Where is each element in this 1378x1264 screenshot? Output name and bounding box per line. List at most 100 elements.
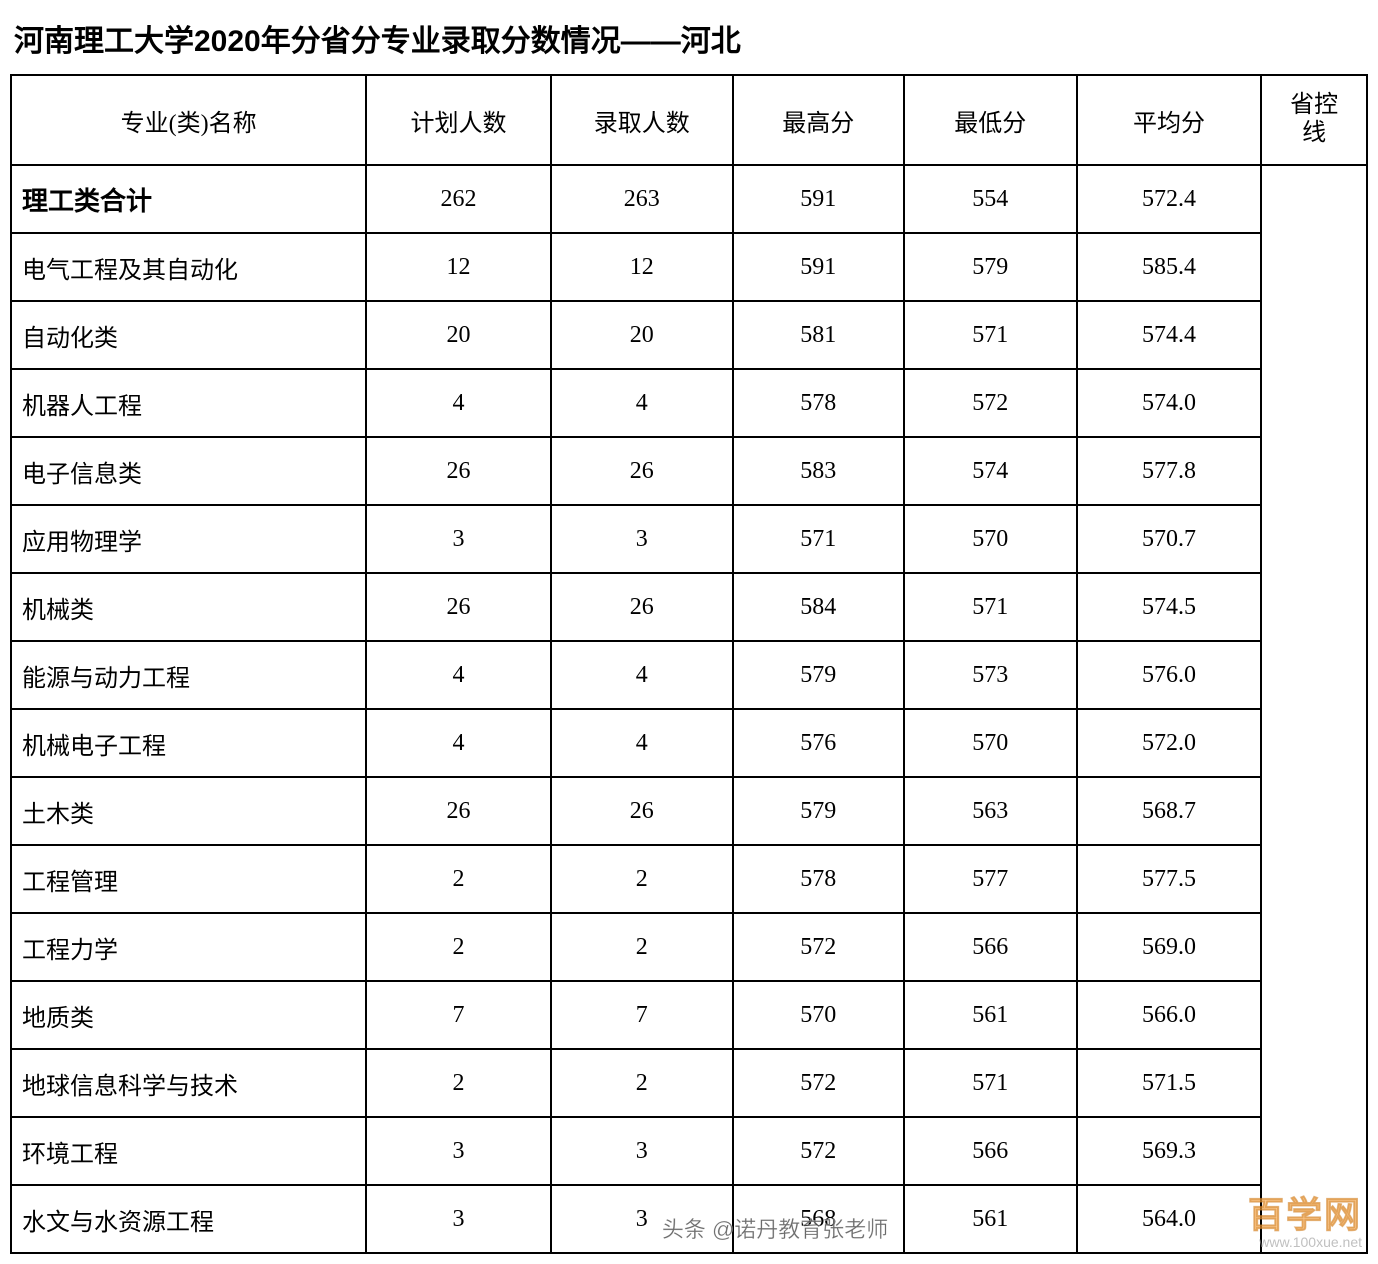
cell-avg: 569.3 [1077,1117,1261,1185]
cell-avg: 577.5 [1077,845,1261,913]
cell-max: 579 [733,641,904,709]
cell-admit: 4 [551,709,733,777]
cell-max: 572 [733,1049,904,1117]
score-table: 专业(类)名称 计划人数 录取人数 最高分 最低分 平均分 省控线 理工类合计 … [10,74,1368,1254]
cell-admit: 26 [551,573,733,641]
cell-plan: 3 [366,505,550,573]
cell-name: 工程管理 [11,845,366,913]
cell-admit: 20 [551,301,733,369]
cell-min: 570 [904,709,1077,777]
col-header-min: 最低分 [904,75,1077,165]
cell-name: 水文与水资源工程 [11,1185,366,1253]
cell-admit: 4 [551,641,733,709]
cell-min: 566 [904,913,1077,981]
col-header-avg: 平均分 [1077,75,1261,165]
cell-plan: 3 [366,1117,550,1185]
table-row: 机器人工程44578572574.0 [11,369,1367,437]
cell-plan: 12 [366,233,550,301]
cell-min: 571 [904,1049,1077,1117]
table-row: 能源与动力工程44579573576.0 [11,641,1367,709]
cell-plan: 2 [366,1049,550,1117]
cell-admit: 2 [551,1049,733,1117]
cell-ctrl-merged [1261,165,1367,1253]
cell-name: 自动化类 [11,301,366,369]
cell-name: 应用物理学 [11,505,366,573]
table-row: 机械电子工程44576570572.0 [11,709,1367,777]
cell-max: 581 [733,301,904,369]
cell-admit: 26 [551,437,733,505]
table-row: 土木类2626579563568.7 [11,777,1367,845]
cell-min: 579 [904,233,1077,301]
col-header-max: 最高分 [733,75,904,165]
cell-plan: 7 [366,981,550,1049]
cell-max: 571 [733,505,904,573]
cell-max: 583 [733,437,904,505]
table-row: 应用物理学33571570570.7 [11,505,1367,573]
col-header-admit: 录取人数 [551,75,733,165]
cell-admit: 2 [551,845,733,913]
table-row: 电子信息类2626583574577.8 [11,437,1367,505]
cell-avg: 572.0 [1077,709,1261,777]
page: 河南理工大学2020年分省分专业录取分数情况——河北 专业(类)名称 计划人数 … [10,16,1368,1254]
cell-plan: 262 [366,165,550,233]
col-header-plan: 计划人数 [366,75,550,165]
cell-name: 地球信息科学与技术 [11,1049,366,1117]
cell-admit: 12 [551,233,733,301]
table-row: 工程管理22578577577.5 [11,845,1367,913]
cell-min: 572 [904,369,1077,437]
cell-name: 机械类 [11,573,366,641]
cell-plan: 26 [366,437,550,505]
cell-admit: 4 [551,369,733,437]
cell-plan: 4 [366,709,550,777]
cell-plan: 4 [366,641,550,709]
cell-max: 570 [733,981,904,1049]
cell-name: 工程力学 [11,913,366,981]
cell-min: 561 [904,1185,1077,1253]
cell-min: 574 [904,437,1077,505]
cell-admit: 3 [551,1117,733,1185]
cell-name: 机械电子工程 [11,709,366,777]
cell-name: 能源与动力工程 [11,641,366,709]
cell-min: 561 [904,981,1077,1049]
cell-min: 570 [904,505,1077,573]
cell-admit: 263 [551,165,733,233]
cell-min: 571 [904,573,1077,641]
cell-admit: 7 [551,981,733,1049]
cell-max: 576 [733,709,904,777]
cell-max: 578 [733,845,904,913]
cell-admit: 26 [551,777,733,845]
cell-min: 563 [904,777,1077,845]
cell-name: 地质类 [11,981,366,1049]
cell-avg: 574.5 [1077,573,1261,641]
table-header-row: 专业(类)名称 计划人数 录取人数 最高分 最低分 平均分 省控线 [11,75,1367,165]
cell-max: 578 [733,369,904,437]
cell-avg: 571.5 [1077,1049,1261,1117]
cell-avg: 564.0 [1077,1185,1261,1253]
col-header-ctrl: 省控线 [1261,75,1367,165]
cell-admit: 3 [551,505,733,573]
cell-max: 591 [733,233,904,301]
cell-avg: 566.0 [1077,981,1261,1049]
cell-avg: 585.4 [1077,233,1261,301]
cell-admit: 2 [551,913,733,981]
col-header-name: 专业(类)名称 [11,75,366,165]
cell-name: 机器人工程 [11,369,366,437]
table-row: 自动化类2020581571574.4 [11,301,1367,369]
cell-max: 579 [733,777,904,845]
cell-avg: 568.7 [1077,777,1261,845]
cell-plan: 4 [366,369,550,437]
cell-max: 572 [733,913,904,981]
table-total-row: 理工类合计 262 263 591 554 572.4 [11,165,1367,233]
cell-avg: 569.0 [1077,913,1261,981]
cell-plan: 26 [366,573,550,641]
table-row: 电气工程及其自动化1212591579585.4 [11,233,1367,301]
cell-avg: 570.7 [1077,505,1261,573]
cell-name: 环境工程 [11,1117,366,1185]
cell-name: 土木类 [11,777,366,845]
cell-max: 584 [733,573,904,641]
cell-name: 理工类合计 [11,165,366,233]
cell-plan: 26 [366,777,550,845]
author-credit: 头条 @诺丹教育张老师 [662,1212,888,1244]
cell-avg: 574.0 [1077,369,1261,437]
table-row: 工程力学22572566569.0 [11,913,1367,981]
